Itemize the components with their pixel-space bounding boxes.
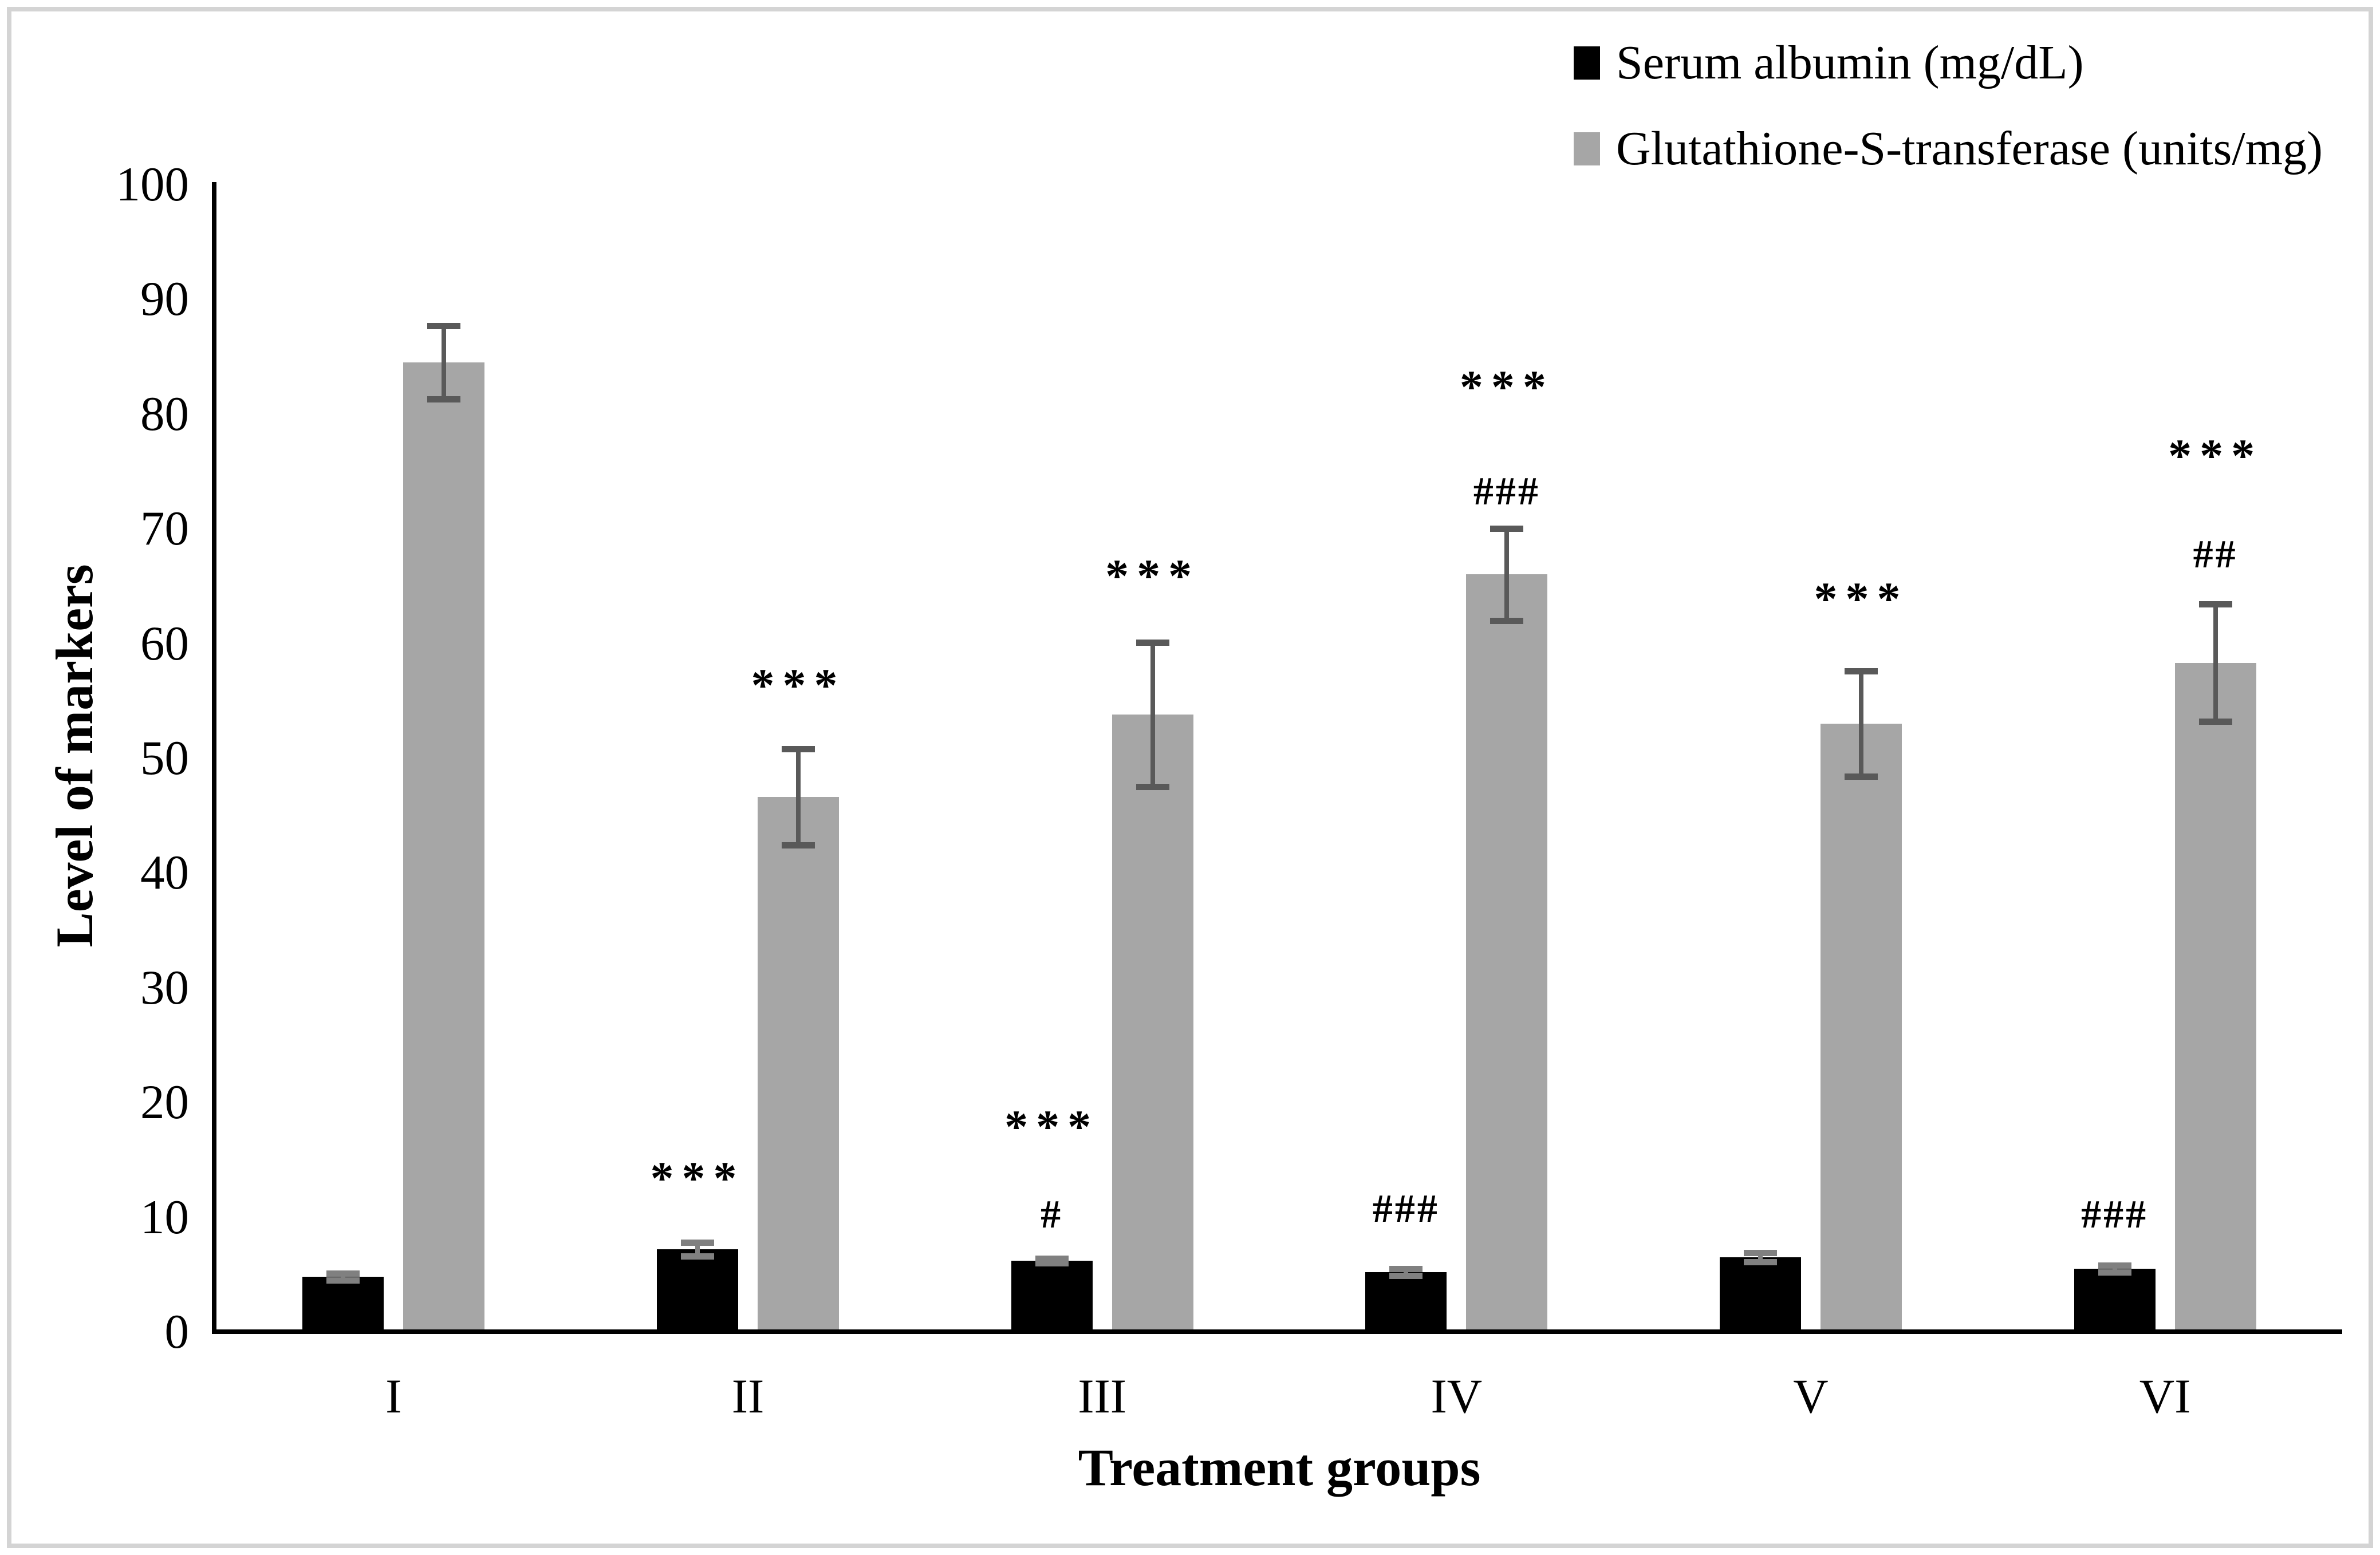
albumin-legend-swatch [1574, 46, 1600, 80]
significance-annotation: *** [1105, 550, 1200, 602]
error-bar-line [1404, 1268, 1409, 1276]
error-bar-line [1504, 528, 1510, 621]
error-bar-cap-bottom [782, 842, 815, 849]
y-tick-label: 60 [140, 616, 189, 670]
significance-annotation: *** [2168, 429, 2263, 482]
x-category-label: I [385, 1369, 402, 1423]
y-tick-label: 70 [140, 502, 189, 556]
gst-legend-swatch [1574, 132, 1600, 165]
y-axis-line [212, 182, 216, 1334]
significance-annotation: # [1041, 1192, 1063, 1237]
error-bar-cap-bottom [427, 396, 461, 402]
error-bar-line [1758, 1252, 1763, 1262]
error-bar-cap-bottom [1389, 1272, 1423, 1279]
significance-annotation: *** [1814, 573, 1909, 625]
gst-bar [403, 362, 485, 1329]
error-bar-line [1859, 670, 1863, 777]
y-tick-label: 20 [140, 1075, 189, 1130]
albumin-bar [1011, 1260, 1093, 1329]
y-axis-title: Level of markers [45, 564, 104, 948]
error-bar-cap-bottom [1744, 1258, 1777, 1265]
x-category-label: VI [2139, 1369, 2191, 1423]
albumin-bar [657, 1249, 738, 1329]
y-tick-label: 10 [140, 1190, 189, 1244]
x-category-label: III [1078, 1369, 1127, 1423]
gst-bar [758, 797, 839, 1329]
albumin-bar [1720, 1257, 1801, 1329]
y-tick-label: 100 [116, 157, 190, 211]
y-tick-label: 80 [140, 386, 189, 441]
error-bar-line [341, 1273, 346, 1280]
error-bar-cap-top [1136, 639, 1169, 646]
gst-bar [1112, 714, 1193, 1329]
error-bar-cap-top [1845, 668, 1878, 674]
significance-annotation: *** [1459, 360, 1554, 413]
x-axis-title: Treatment groups [1078, 1438, 1481, 1497]
x-axis-line [212, 1329, 2342, 1334]
y-tick-label: 40 [140, 846, 189, 900]
error-bar-line [796, 748, 801, 846]
gst-bar [1821, 723, 1902, 1329]
y-tick-label: 50 [140, 731, 189, 785]
error-bar-cap-top [2098, 1262, 2131, 1269]
error-bar-line [2112, 1265, 2117, 1272]
significance-annotation: ### [1372, 1186, 1440, 1231]
significance-annotation: *** [1004, 1100, 1100, 1153]
error-bar-cap-bottom [1035, 1260, 1069, 1266]
gst-bar [2174, 662, 2256, 1329]
error-bar-cap-bottom [1490, 617, 1524, 624]
significance-annotation: *** [751, 658, 846, 711]
error-bar-cap-bottom [326, 1277, 360, 1284]
error-bar-cap-bottom [1136, 784, 1169, 791]
error-bar-cap-top [782, 745, 815, 752]
error-bar-cap-top [326, 1270, 360, 1277]
error-bar-line [1150, 642, 1155, 787]
error-bar-cap-top [1744, 1249, 1777, 1256]
legend: Serum albumin (mg/dL) Glutathione-S-trans… [1574, 29, 2323, 200]
x-category-label: IV [1431, 1369, 1483, 1423]
error-bar-cap-bottom [2098, 1269, 2131, 1276]
legend-item: Serum albumin (mg/dL) [1574, 29, 2323, 97]
error-bar-cap-top [427, 322, 461, 329]
x-category-label: V [1793, 1369, 1829, 1423]
error-bar-cap-bottom [1845, 773, 1878, 780]
x-category-label: II [731, 1369, 765, 1423]
y-tick-label: 0 [164, 1305, 190, 1359]
error-bar-line [2213, 604, 2218, 721]
significance-annotation: ### [2081, 1192, 2149, 1237]
error-bar-cap-top [1490, 526, 1524, 532]
significance-annotation: *** [650, 1152, 745, 1205]
y-tick-label: 90 [140, 272, 189, 326]
error-bar-cap-top [2198, 601, 2232, 608]
legend-label: Serum albumin (mg/dL) [1616, 36, 2084, 89]
error-bar-cap-top [681, 1239, 714, 1246]
error-bar-line [695, 1242, 700, 1256]
error-bar-cap-top [1035, 1255, 1069, 1262]
y-tick-label: 30 [140, 960, 189, 1015]
significance-annotation: ### [1473, 469, 1540, 514]
legend-item: Glutathione-S-transferase (units/mg) [1574, 115, 2323, 183]
error-bar-cap-top [1389, 1265, 1423, 1272]
error-bar-line [442, 325, 447, 399]
albumin-bar [2074, 1268, 2156, 1329]
gst-bar [1466, 574, 1548, 1329]
albumin-bar [1365, 1272, 1447, 1329]
albumin-bar [302, 1276, 384, 1329]
legend-label: Glutathione-S-transferase (units/mg) [1616, 122, 2323, 175]
significance-annotation: ## [2193, 532, 2238, 577]
error-bar-cap-bottom [681, 1253, 714, 1260]
error-bar-cap-bottom [2198, 718, 2232, 725]
